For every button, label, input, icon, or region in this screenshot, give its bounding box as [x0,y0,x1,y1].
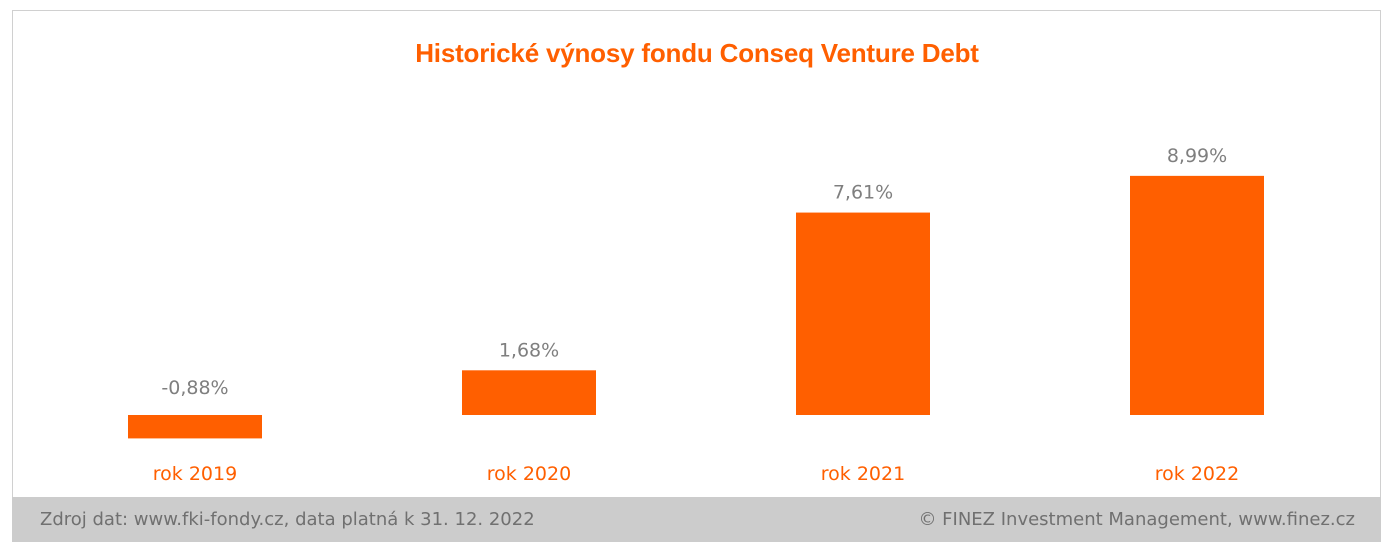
category-label: rok 2020 [487,463,571,485]
data-label: -0,88% [161,377,228,399]
bar-rok-2022 [1130,175,1264,415]
category-label: rok 2021 [821,463,905,485]
bar-rok-2019 [128,415,262,439]
category-label: rok 2019 [153,463,237,485]
copyright-note: © FINEZ Investment Management, www.finez… [918,509,1355,530]
footer-bar: Zdroj dat: www.fki-fondy.cz, data platná… [12,497,1381,542]
bar-rok-2020 [462,370,596,415]
source-note: Zdroj dat: www.fki-fondy.cz, data platná… [40,509,535,530]
data-label: 1,68% [499,339,559,361]
category-label: rok 2022 [1155,463,1239,485]
chart-title: Historické výnosy fondu Conseq Venture D… [415,38,979,68]
data-label: 8,99% [1167,145,1227,167]
bar-rok-2021 [796,212,930,415]
data-label: 7,61% [833,182,893,204]
